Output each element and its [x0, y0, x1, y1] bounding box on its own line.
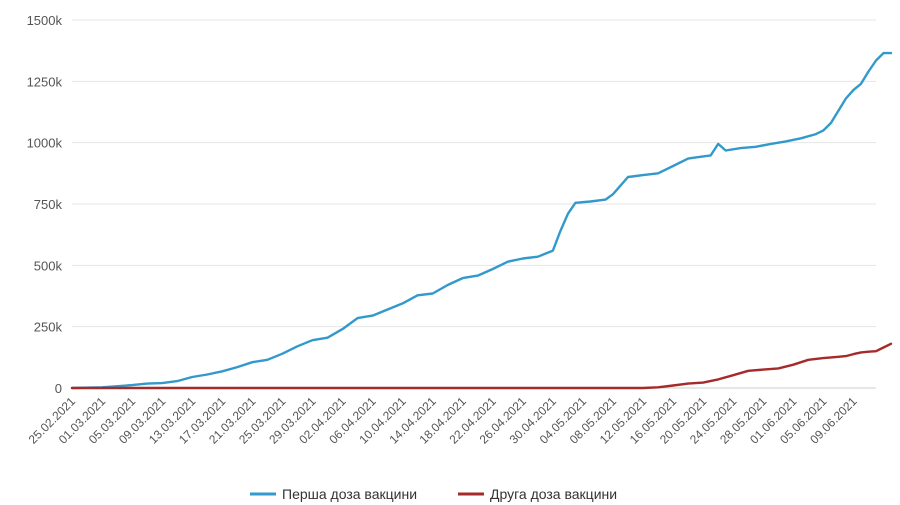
y-axis-ticks: 0 250k 500k 750k 1000k 1250k 1500k	[27, 13, 63, 396]
y-tick-label: 500k	[34, 258, 63, 273]
y-tick-label: 0	[55, 381, 62, 396]
y-tick-label: 1500k	[27, 13, 63, 28]
x-axis-ticks: 25.02.202101.03.202105.03.202109.03.2021…	[26, 394, 860, 447]
y-tick-label: 1250k	[27, 74, 63, 89]
series-line-first-dose	[70, 51, 893, 390]
legend: Перша доза вакцини Друга доза вакцини	[250, 486, 617, 502]
legend-label-second-dose: Друга доза вакцини	[490, 486, 617, 502]
legend-label-first-dose: Перша доза вакцини	[282, 486, 417, 502]
y-tick-label: 1000k	[27, 136, 63, 151]
y-tick-label: 250k	[34, 320, 63, 335]
grid-lines	[72, 19, 876, 389]
series-line-second-dose	[70, 342, 893, 390]
y-tick-label: 750k	[34, 197, 63, 212]
series-lines	[70, 51, 893, 390]
